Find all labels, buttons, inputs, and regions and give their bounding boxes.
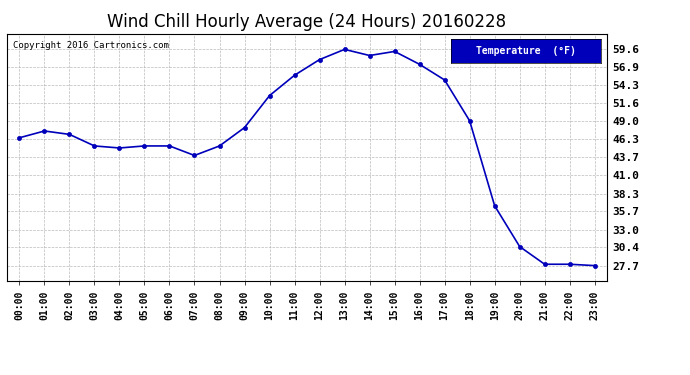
Text: Copyright 2016 Cartronics.com: Copyright 2016 Cartronics.com: [13, 41, 169, 50]
Title: Wind Chill Hourly Average (24 Hours) 20160228: Wind Chill Hourly Average (24 Hours) 201…: [108, 13, 506, 31]
